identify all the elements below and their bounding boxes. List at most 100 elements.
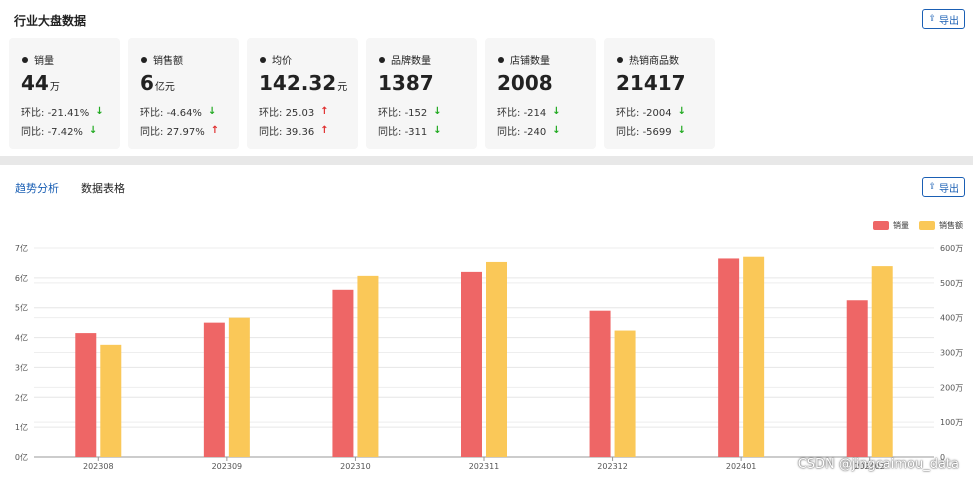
tab-bar: 趋势分析 数据表格 xyxy=(15,180,125,196)
tab-trend-analysis[interactable]: 趋势分析 xyxy=(15,182,59,195)
legend-label: 销量 xyxy=(893,221,909,230)
mom-label: 环比: xyxy=(378,108,402,119)
metric-card: 销量 44万 环比: -21.41% ↓ 同比: -7.42% ↓ xyxy=(9,38,120,149)
metric-value: 6亿元 xyxy=(140,71,175,95)
legend-item-sales-amount[interactable]: 销售额 xyxy=(919,220,963,231)
export-button[interactable]: ⇪ 导出 xyxy=(922,177,965,197)
x-axis-tick-label: 202310 xyxy=(340,462,371,471)
right-axis-tick-label: 200万 xyxy=(940,383,963,392)
right-axis-tick-label: 400万 xyxy=(940,314,963,323)
yoy-label: 同比: xyxy=(140,127,164,138)
x-axis-tick-label: 202312 xyxy=(597,462,628,471)
left-axis-tick-label: 5亿 xyxy=(15,303,28,313)
yoy-label: 同比: xyxy=(616,127,640,138)
left-axis-tick-label: 7亿 xyxy=(15,243,28,253)
yoy-value: -7.42% xyxy=(47,127,83,138)
yoy-value: 39.36 xyxy=(285,127,315,138)
bar-sales-volume xyxy=(332,289,354,457)
mom-value: -21.41% xyxy=(47,108,90,119)
right-axis-tick-label: 500万 xyxy=(940,279,963,288)
yoy-label: 同比: xyxy=(21,127,45,138)
export-button[interactable]: ⇪ 导出 xyxy=(922,9,965,29)
right-axis-tick-label: 300万 xyxy=(940,349,963,358)
export-label: 导出 xyxy=(939,15,959,27)
yoy-label: 同比: xyxy=(497,127,521,138)
watermark: CSDN @jingcaimou_data xyxy=(797,457,959,472)
bullet-icon xyxy=(22,56,28,63)
mom-label: 环比: xyxy=(259,108,283,119)
metric-label: 均价 xyxy=(260,52,292,67)
metric-label-text: 销售额 xyxy=(153,56,183,67)
bar-sales-volume xyxy=(461,271,482,457)
right-axis-tick-label: 600万 xyxy=(940,244,963,253)
x-axis-tick-label: 202402 xyxy=(854,462,885,471)
left-axis-tick-label: 6亿 xyxy=(15,273,28,283)
metric-label: 热销商品数 xyxy=(617,52,679,67)
metric-card: 品牌数量 1387 环比: -152 ↓ 同比: -311 ↓ xyxy=(366,38,477,149)
metric-label: 销量 xyxy=(22,52,54,67)
legend-item-sales-volume[interactable]: 销量 xyxy=(873,220,909,231)
bar-sales-volume xyxy=(203,322,225,457)
metric-label-text: 热销商品数 xyxy=(629,56,679,67)
left-axis-tick-label: 4亿 xyxy=(15,333,28,343)
x-axis-tick-label: 202311 xyxy=(469,462,500,471)
tab-data-table[interactable]: 数据表格 xyxy=(81,182,125,195)
bar-sales-amount xyxy=(100,344,122,457)
mom-value: -214 xyxy=(523,108,547,119)
bar-sales-volume xyxy=(718,258,740,457)
metric-value-number: 2008 xyxy=(497,71,553,95)
arrow-up-icon: ↑ xyxy=(320,125,329,136)
bullet-icon xyxy=(617,56,623,63)
mom-row: 环比: -4.64% ↓ xyxy=(140,104,216,119)
upload-icon: ⇪ xyxy=(928,182,936,192)
metric-value-number: 44 xyxy=(21,71,49,95)
bar-sales-amount xyxy=(871,266,893,457)
metric-value-number: 6 xyxy=(140,71,154,95)
left-axis-tick-label: 0亿 xyxy=(15,452,28,462)
x-axis-tick-label: 202309 xyxy=(212,462,243,471)
yoy-row: 同比: -311 ↓ xyxy=(378,123,442,138)
metric-value: 1387 xyxy=(378,71,435,95)
arrow-down-icon: ↓ xyxy=(552,106,561,117)
yoy-value: -311 xyxy=(404,127,428,138)
metric-value: 44万 xyxy=(21,71,60,95)
metric-label: 销售额 xyxy=(141,52,183,67)
metric-label: 品牌数量 xyxy=(379,52,431,67)
metric-card: 店铺数量 2008 环比: -214 ↓ 同比: -240 ↓ xyxy=(485,38,596,149)
mom-label: 环比: xyxy=(616,108,640,119)
mom-value: -2004 xyxy=(642,108,672,119)
export-label: 导出 xyxy=(939,183,959,195)
mom-row: 环比: -152 ↓ xyxy=(378,104,442,119)
metric-value-number: 21417 xyxy=(616,71,686,95)
mom-row: 环比: -21.41% ↓ xyxy=(21,104,104,119)
yoy-row: 同比: -240 ↓ xyxy=(497,123,561,138)
left-axis-tick-label: 1亿 xyxy=(15,422,28,432)
mom-value: 25.03 xyxy=(285,108,315,119)
mom-row: 环比: 25.03 ↑ xyxy=(259,104,329,119)
metric-label-text: 均价 xyxy=(272,56,292,67)
metric-card: 销售额 6亿元环比: -4.64% ↓ 同比: 27.97% ↑ xyxy=(128,38,239,149)
arrow-down-icon: ↓ xyxy=(207,106,217,117)
arrow-down-icon: ↓ xyxy=(552,125,561,136)
bar-chart: 0亿 1亿 2亿 3亿 4亿 5亿 6亿 7亿 0 100万 200万 300万 400万 500万 600… xyxy=(15,243,963,471)
yoy-label: 同比: xyxy=(378,127,402,138)
bar-sales-volume xyxy=(846,300,868,457)
x-axis-tick-label: 202401 xyxy=(726,462,757,471)
bar-sales-amount xyxy=(486,261,507,457)
mom-row: 环比: -2004 ↓ xyxy=(616,104,686,119)
yoy-row: 同比: 27.97% ↑ xyxy=(140,123,219,138)
right-axis-tick-label: 0 xyxy=(940,453,945,462)
yoy-value: -5699 xyxy=(642,127,672,138)
left-axis-tick-label: 2亿 xyxy=(15,392,28,402)
mom-label: 环比: xyxy=(497,108,521,119)
metric-unit: 亿元 xyxy=(154,82,175,93)
right-axis-tick-label: 100万 xyxy=(940,418,963,427)
metric-card: 均价 142.32元 环比: 25.03 ↑ 同比: 39.36 ↑ xyxy=(247,38,358,149)
metric-value: 21417 xyxy=(616,71,687,95)
bullet-icon xyxy=(141,56,147,63)
yoy-value: -240 xyxy=(523,127,547,138)
arrow-down-icon: ↓ xyxy=(677,106,687,117)
metric-label-text: 销量 xyxy=(34,56,54,67)
arrow-down-icon: ↓ xyxy=(95,106,104,117)
bar-sales-volume xyxy=(75,333,97,457)
